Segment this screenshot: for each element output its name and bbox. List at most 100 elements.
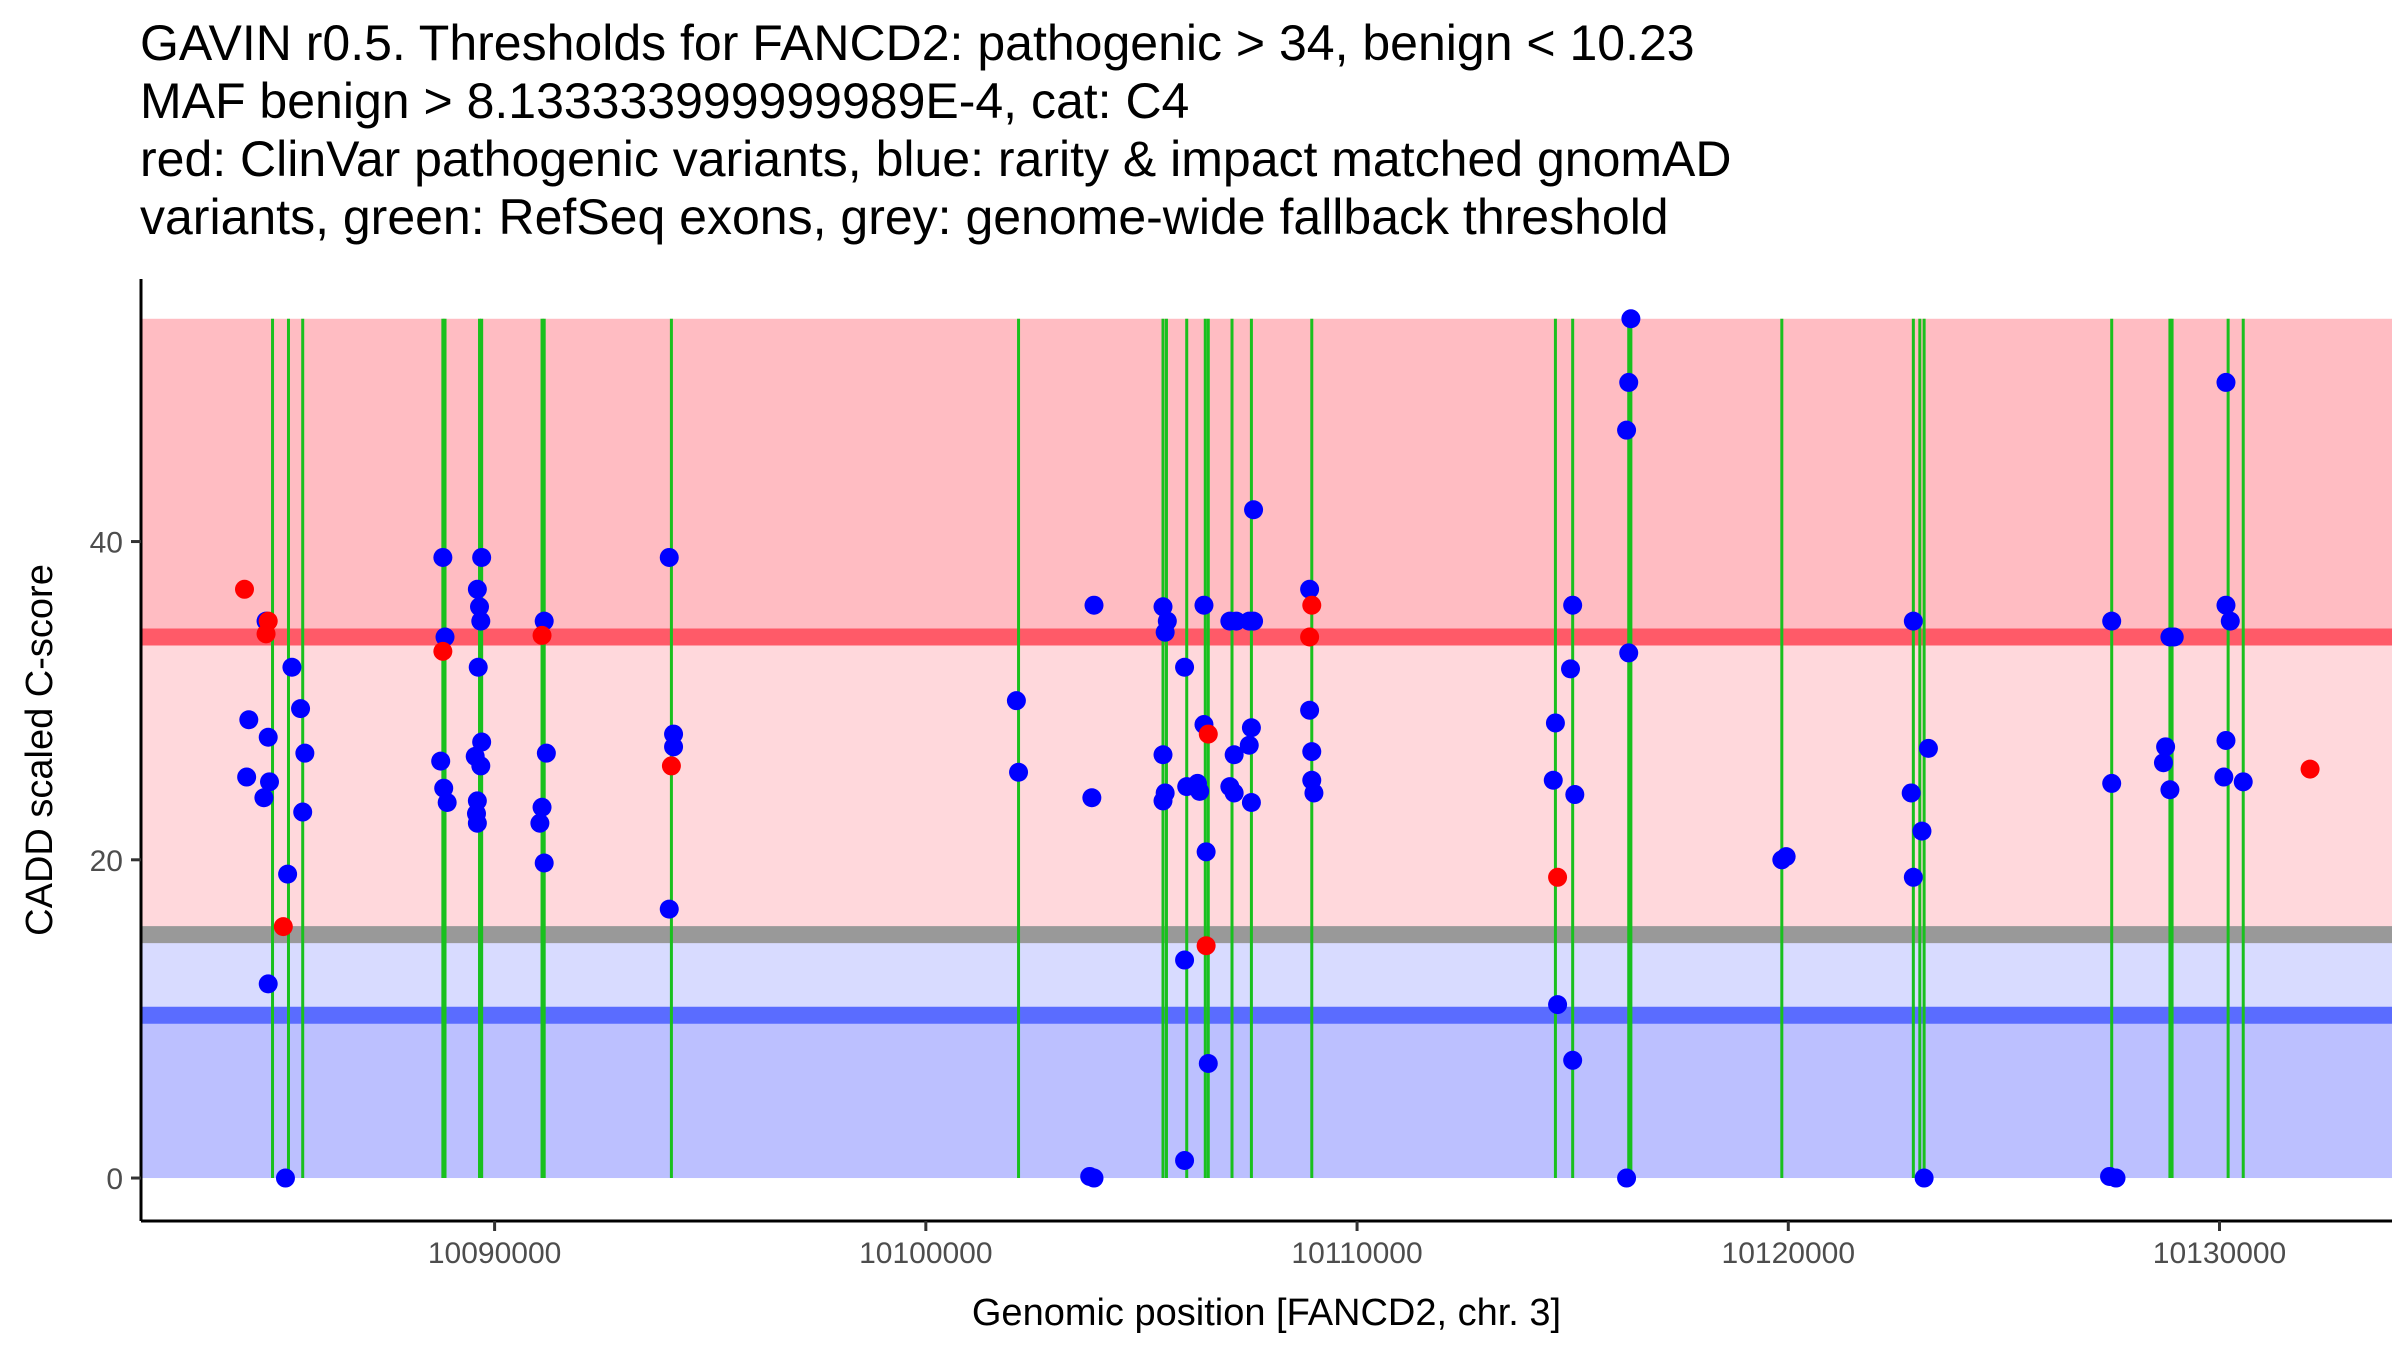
- x-tick-label: 10090000: [428, 1237, 561, 1270]
- gnomad-point: [437, 793, 457, 813]
- gnomad-point: [1912, 821, 1932, 841]
- gnomad-point: [275, 1168, 295, 1188]
- gnomad-point: [659, 547, 679, 567]
- gnomad-point: [1565, 785, 1585, 805]
- gnomad-point: [1239, 735, 1259, 755]
- gnomad-point: [1563, 595, 1583, 615]
- gnomad-point: [1194, 595, 1214, 615]
- gnomad-point: [534, 611, 554, 631]
- gnomad-point: [1901, 783, 1921, 803]
- gnomad-point: [2102, 611, 2122, 631]
- clinvar-point: [1300, 627, 1320, 647]
- gnomad-point: [1244, 611, 1264, 631]
- gnomad-point: [1621, 309, 1641, 329]
- gnomad-point: [1617, 1168, 1637, 1188]
- benign-region-band: [141, 1015, 2392, 1179]
- gnomad-point: [1241, 718, 1261, 738]
- variant-points: [234, 309, 2320, 1188]
- gnomad-point: [1561, 659, 1581, 679]
- gnomad-point: [1302, 742, 1322, 762]
- gnomad-point: [260, 772, 280, 792]
- gnomad-point: [1175, 657, 1195, 677]
- gnomad-point: [536, 743, 556, 763]
- gnomad-point: [1304, 783, 1324, 803]
- gnomad-point: [1617, 420, 1637, 440]
- gnomad-point: [1084, 1168, 1104, 1188]
- clinvar-point: [234, 579, 254, 599]
- gnomad-point: [1084, 595, 1104, 615]
- x-tick-label: 10100000: [859, 1237, 992, 1270]
- gnomad-point: [470, 597, 490, 617]
- gnomad-point: [534, 853, 554, 873]
- gnomad-point: [237, 767, 257, 787]
- clinvar-point: [256, 624, 276, 644]
- gnomad-point: [1903, 867, 1923, 887]
- gnomad-point: [1241, 793, 1261, 813]
- title-line-1: GAVIN r0.5. Thresholds for FANCD2: patho…: [140, 15, 1695, 71]
- gnomad-point: [471, 611, 491, 631]
- title-line-2: MAF benign > 8.133333999999989E-4, cat: …: [140, 73, 1190, 129]
- x-axis-ticks: 10090000 10100000 10110000 10120000 10130000: [428, 1221, 2286, 1270]
- gnomad-point: [1619, 372, 1639, 392]
- gnomad-point: [291, 699, 311, 719]
- x-axis-title: Genomic position [FANCD2, chr. 3]: [972, 1292, 1561, 1334]
- y-tick-label: 0: [106, 1163, 123, 1196]
- gnomad-point: [1918, 738, 1938, 758]
- y-axis-ticks: 0 20 40: [90, 527, 141, 1196]
- x-tick-label: 10120000: [1722, 1237, 1855, 1270]
- gnomad-point: [1153, 791, 1173, 811]
- clinvar-point: [661, 756, 681, 776]
- gnomad-point: [2216, 595, 2236, 615]
- gnomad-point: [2220, 611, 2240, 631]
- gnomad-point: [254, 788, 274, 808]
- gnomad-point: [435, 627, 455, 647]
- gnomad-point: [468, 657, 488, 677]
- gnomad-point: [2102, 773, 2122, 793]
- gnomad-point: [434, 778, 454, 798]
- gnomad-point: [2156, 737, 2176, 757]
- gnomad-point: [295, 743, 315, 763]
- clinvar-point: [532, 625, 552, 645]
- gnomad-point: [1006, 691, 1026, 711]
- gnomad-point: [1300, 579, 1320, 599]
- title-line-4: variants, green: RefSeq exons, grey: gen…: [140, 189, 1669, 245]
- gnomad-point: [1153, 597, 1173, 617]
- gnomad-point: [1175, 950, 1195, 970]
- gnomad-point: [1776, 847, 1796, 867]
- grey-to-pathogenic-band: [141, 637, 2392, 935]
- gnomad-point: [1009, 762, 1029, 782]
- gnomad-point: [659, 899, 679, 919]
- gnomad-point: [1082, 788, 1102, 808]
- gnomad-point: [471, 756, 491, 776]
- y-axis-title: CADD scaled C-score: [19, 564, 61, 936]
- gnomad-point: [2160, 780, 2180, 800]
- gnomad-point: [467, 813, 487, 833]
- gnomad-point: [258, 727, 278, 747]
- gnomad-point: [2153, 753, 2173, 773]
- gnomad-point: [2164, 627, 2184, 647]
- gnomad-point: [467, 579, 487, 599]
- gnomad-point: [530, 813, 550, 833]
- gnomad-point: [2216, 372, 2236, 392]
- clinvar-point: [2300, 759, 2320, 779]
- gnomad-point: [1175, 1151, 1195, 1171]
- gnomad-point: [2214, 767, 2234, 787]
- gnomad-point: [1190, 781, 1210, 801]
- gnomad-point: [282, 657, 302, 677]
- y-tick-label: 40: [90, 527, 123, 560]
- gnomad-point: [1543, 770, 1563, 790]
- gnomad-point: [1224, 745, 1244, 765]
- gnomad-point: [2106, 1168, 2126, 1188]
- gnomad-point: [1300, 700, 1320, 720]
- clinvar-point: [1196, 936, 1216, 956]
- exon-lines: [271, 318, 2245, 1179]
- gnomad-point: [1224, 783, 1244, 803]
- gnomad-point: [1548, 995, 1568, 1015]
- gnomad-point: [1198, 1053, 1218, 1073]
- clinvar-point: [1548, 867, 1568, 887]
- gnomad-point: [1619, 643, 1639, 663]
- gnomad-point: [431, 751, 451, 771]
- gnomad-point: [1903, 611, 1923, 631]
- gnomad-point: [278, 864, 298, 884]
